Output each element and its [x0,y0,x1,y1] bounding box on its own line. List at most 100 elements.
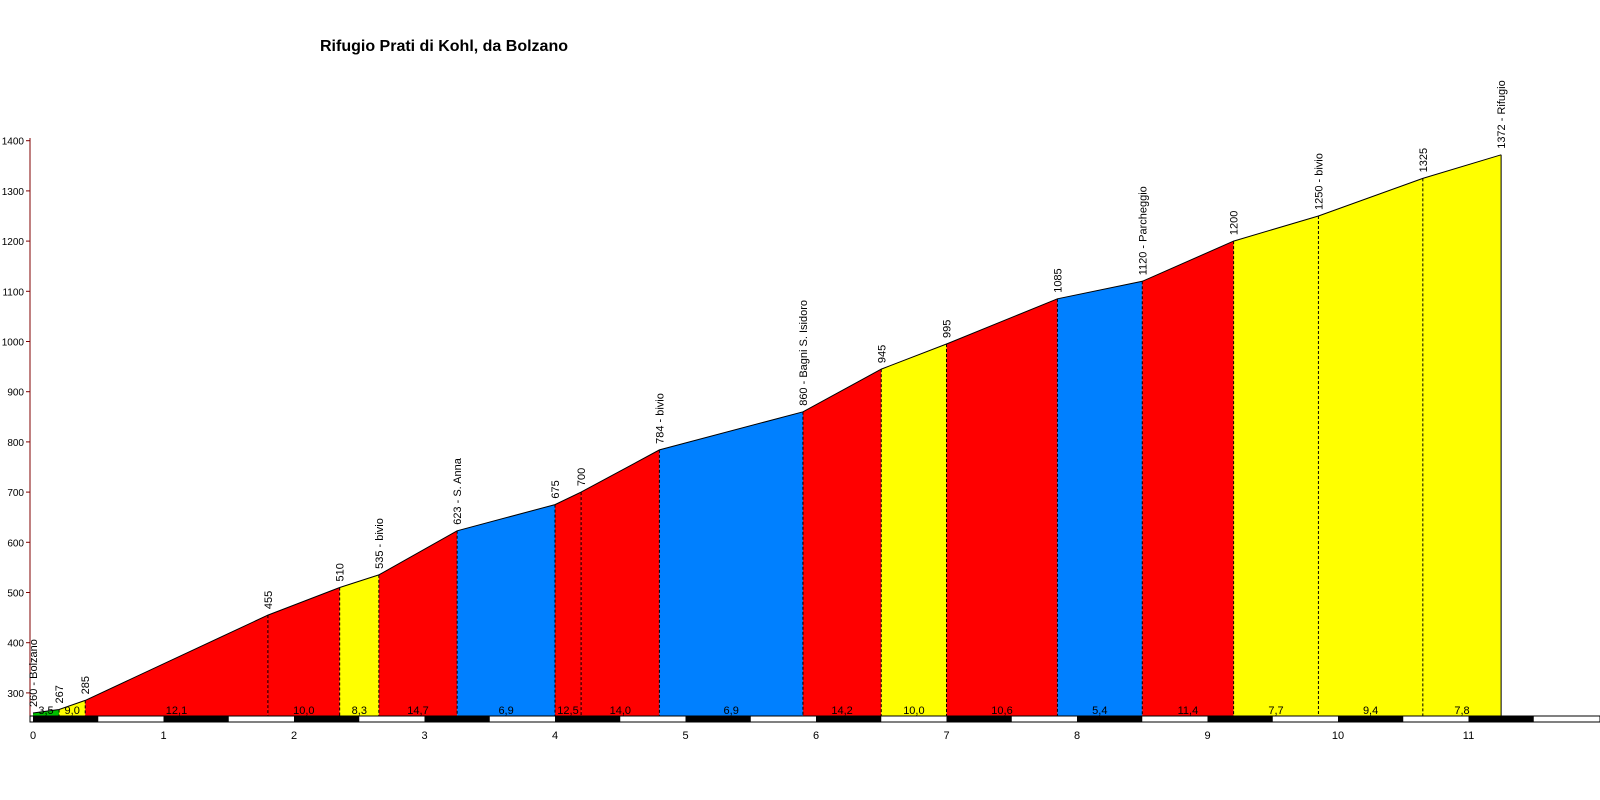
gradient-label: 10,0 [903,705,924,717]
segment-fill [1422,154,1502,719]
point-label: 784 - bivio [654,393,666,444]
point-label: 1250 - bivio [1313,153,1325,210]
chart-title: Rifugio Prati di Kohl, da Bolzano [320,38,568,55]
segment-fill [881,344,947,718]
point-label: 623 - S. Anna [452,457,464,525]
km-scale-block [1077,716,1143,722]
point-label: 860 - Bagni S. Isidoro [798,300,810,406]
segment-fill [946,298,1058,718]
gradient-label: 14,2 [831,705,852,717]
x-tick-label: 10 [1332,730,1344,742]
point-label: 1200 [1229,211,1241,235]
y-tick-label: 700 [7,488,24,499]
km-scale-block [946,716,1012,722]
x-tick-label: 0 [30,730,36,742]
y-tick-label: 800 [7,438,24,449]
segment-fill [457,504,555,718]
km-scale-block [1207,716,1273,722]
km-scale-block [294,716,360,722]
km-scale-block [424,716,490,722]
km-scale-block [163,716,229,722]
km-scale-block [1338,716,1404,722]
segment-fill [1233,216,1319,718]
profile-outline [32,154,1502,718]
x-tick-label: 8 [1074,730,1080,742]
y-tick-label: 1200 [2,237,25,248]
segment-fill [339,574,379,718]
segment-fill [555,492,582,718]
y-tick-label: 1400 [2,137,25,148]
point-label: 285 [80,676,92,694]
y-tick-label: 500 [7,589,24,600]
gradient-label: 14,7 [407,705,428,717]
segment-fill [581,449,660,718]
point-label: 995 [942,320,954,338]
segment-fills [33,154,1502,719]
point-label: 455 [263,591,275,609]
segment-fill [378,530,458,718]
y-tick-label: 1300 [2,187,25,198]
gradient-label: 9,4 [1363,705,1378,717]
point-label: 700 [576,468,588,486]
km-scale-block [685,716,751,722]
y-tick-label: 1100 [2,287,24,298]
profile-line [32,154,1502,714]
segment-fill [1142,241,1234,718]
y-tick-label: 1000 [2,338,25,349]
gradient-label: 10,0 [293,705,314,717]
segment-fill [267,587,340,718]
y-tick-label: 300 [7,689,24,700]
gradient-label: 6,9 [724,705,739,717]
x-tick-label: 9 [1204,730,1210,742]
segment-fill [59,700,86,718]
x-tick-label: 6 [813,730,819,742]
point-label: 535 - bivio [374,518,386,569]
segment-fill [1057,281,1143,718]
segment-fill [1318,178,1423,718]
gradient-label: 10,6 [991,705,1012,717]
gradient-label: 6,9 [498,705,513,717]
point-label: 260 - Bolzano [28,639,40,707]
gradient-label: 12,5 [557,705,578,717]
point-label: 1120 - Parcheggio [1137,186,1149,275]
y-tick-label: 900 [7,388,24,399]
segment-fill [85,615,268,718]
segment-dividers [58,178,1424,718]
km-scale-block [1468,716,1534,722]
km-scale-bar [29,715,1600,723]
segment-fill [659,411,803,718]
gradient-label: 7,7 [1268,705,1283,717]
x-tick-label: 5 [682,730,688,742]
x-tick-label: 2 [291,730,297,742]
gradient-label: 9,0 [65,705,80,717]
point-label: 1325 [1418,148,1430,172]
km-scale-block [555,716,621,722]
x-tick-label: 11 [1463,730,1474,742]
point-label: 945 [876,345,888,363]
point-label: 1085 [1052,268,1064,292]
point-label: 1372 - Rifugio [1496,80,1508,149]
x-tick-label: 1 [160,730,166,742]
point-label: 510 [335,563,347,581]
gradient-label: 12,1 [166,705,187,717]
gradient-labels: 3,5 9,0 12,1 10,0 8,3 14,7 6,9 12,5 14,0 6,9 14,2 1… [38,705,1469,717]
point-label: 267 [54,685,66,703]
x-tick-label: 4 [552,730,558,742]
gradient-label: 11,4 [1178,705,1199,717]
x-tick-label: 7 [943,730,949,742]
gradient-label: 5,4 [1092,705,1107,717]
y-tick-label: 600 [7,538,24,549]
axes: 3004005006007008009001000110012001300140… [2,137,1600,742]
gradient-label: 7,8 [1454,705,1469,717]
point-labels: 260 - Bolzano 267 285 455 510 535 - bivio 623 … [28,80,1508,707]
km-scale-block [33,716,99,722]
y-tick-label: 400 [7,639,24,650]
km-scale-block [816,716,882,722]
point-label: 675 [550,480,562,498]
gradient-label: 3,5 [38,705,53,717]
gradient-label: 8,3 [352,705,367,717]
gradient-label: 14,0 [610,705,631,717]
x-tick-label: 3 [421,730,427,742]
